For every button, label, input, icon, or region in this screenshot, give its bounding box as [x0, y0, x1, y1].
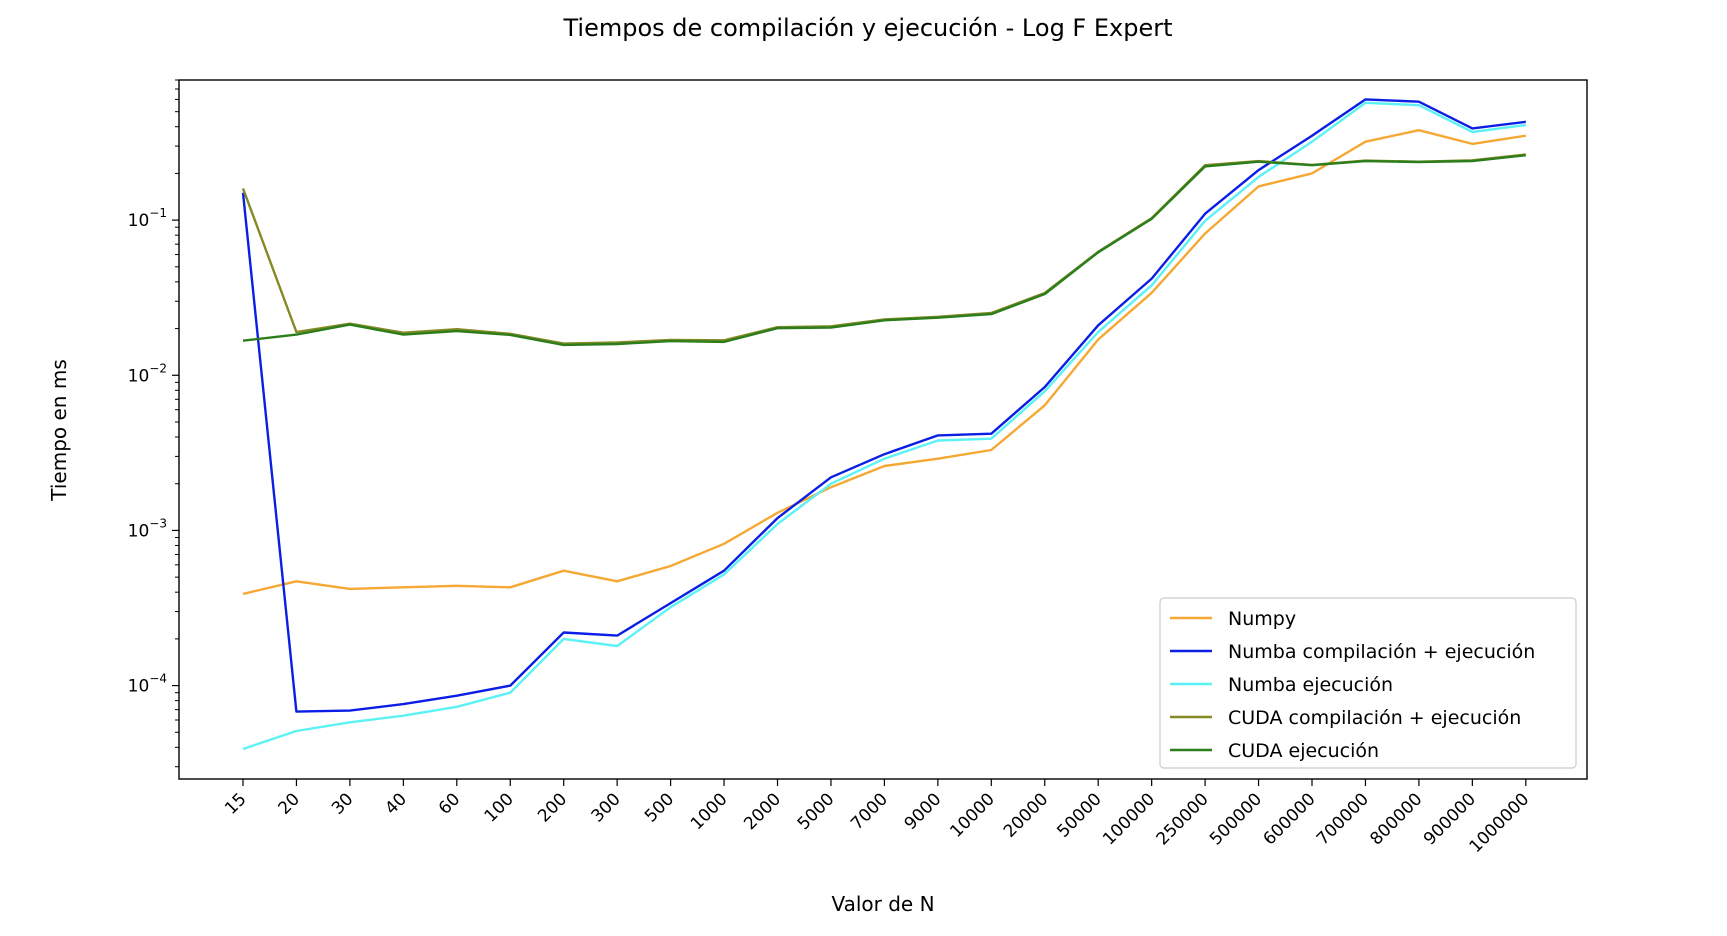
- series-line-2: [242, 101, 1526, 751]
- x-tick-label: 50000: [1053, 789, 1105, 841]
- x-tick-label: 30: [328, 789, 357, 818]
- y-tick-label: 10−1: [128, 206, 167, 231]
- x-tick-label: 100: [481, 789, 518, 826]
- x-tick-label: 500000: [1206, 789, 1266, 849]
- legend-label: CUDA ejecución: [1228, 740, 1379, 762]
- x-tick-label: 1000: [687, 789, 732, 834]
- x-tick-label: 2000: [740, 789, 785, 834]
- x-tick-label: 20000: [1000, 789, 1052, 841]
- x-tick-label: 300: [588, 789, 625, 826]
- legend-label: Numba ejecución: [1228, 674, 1393, 696]
- series-line-4: [242, 154, 1526, 347]
- x-tick-label: 200: [534, 789, 571, 826]
- legend-label: CUDA compilación + ejecución: [1228, 707, 1521, 729]
- plot-frame: [178, 79, 1588, 780]
- x-tick-label: 250000: [1153, 789, 1213, 849]
- x-tick-label: 5000: [794, 789, 839, 834]
- legend: Numpy Numba compilación + ejecución Numba …: [1159, 597, 1577, 769]
- series-line-0: [242, 128, 1526, 596]
- chart-title: Tiempos de compilación y ejecución - Log…: [562, 14, 1172, 42]
- x-tick-label: 40: [381, 789, 410, 818]
- y-axis-label: Tiempo en ms: [47, 359, 71, 501]
- x-tick-label: 60: [435, 789, 464, 818]
- x-tick-label: 15: [221, 789, 250, 818]
- series-line-1: [241, 98, 1526, 713]
- legend-box: [1159, 597, 1577, 769]
- x-axis: 15 20 30 40 60 100 200 300 500 1000 2000 5000 7000 90…: [221, 779, 1533, 857]
- series-line-3: [241, 153, 1526, 345]
- x-axis-label: Valor de N: [831, 892, 934, 916]
- legend-label: Numba compilación + ejecución: [1228, 641, 1535, 663]
- y-tick-label: 10−4: [128, 672, 167, 697]
- x-tick-label: 100000: [1099, 789, 1159, 849]
- x-tick-label: 9000: [901, 789, 946, 834]
- x-tick-label: 7000: [847, 789, 892, 834]
- legend-label: Numpy: [1228, 608, 1296, 630]
- plot-area: [241, 98, 1526, 751]
- x-tick-label: 800000: [1366, 789, 1426, 849]
- x-tick-label: 500: [641, 789, 678, 826]
- y-tick-label: 10−2: [128, 361, 167, 386]
- x-tick-label: 600000: [1259, 789, 1319, 849]
- x-tick-label: 20: [275, 789, 304, 818]
- y-tick-label: 10−3: [128, 516, 167, 541]
- y-axis: 10−4 10−3 10−2 10−1: [128, 79, 179, 768]
- x-tick-label: 700000: [1313, 789, 1373, 849]
- x-tick-label: 10000: [946, 789, 998, 841]
